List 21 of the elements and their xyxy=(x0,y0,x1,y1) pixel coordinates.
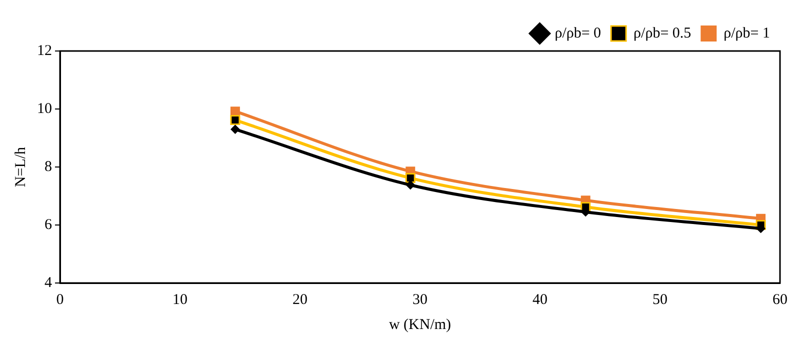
x-tick-label: 0 xyxy=(56,292,64,308)
point xyxy=(405,173,416,184)
x-tick-label: 50 xyxy=(652,292,668,308)
y-tick-label: 4 xyxy=(44,274,52,291)
x-tick-label: 20 xyxy=(292,292,308,308)
point xyxy=(230,124,240,134)
x-tick-label: 30 xyxy=(412,292,428,308)
legend-label: ρ/ρb= 0 xyxy=(554,25,602,42)
x-tick-label: 10 xyxy=(172,292,188,308)
point xyxy=(230,106,240,116)
y-tick-label: 8 xyxy=(44,158,52,175)
y-axis-title: N=L/h xyxy=(12,146,29,188)
y-tick-label: 6 xyxy=(44,216,52,233)
x-axis-title: w (KN/m) xyxy=(388,316,452,333)
legend-label: ρ/ρb= 0.5 xyxy=(634,25,692,42)
point xyxy=(230,115,240,126)
legend-label: ρ/ρb= 1 xyxy=(724,25,770,42)
x-tick-label: 40 xyxy=(532,292,548,308)
x-tick-label: 60 xyxy=(772,292,788,308)
y-tick-label: 10 xyxy=(37,100,52,117)
y-tick-label: 12 xyxy=(37,42,52,59)
